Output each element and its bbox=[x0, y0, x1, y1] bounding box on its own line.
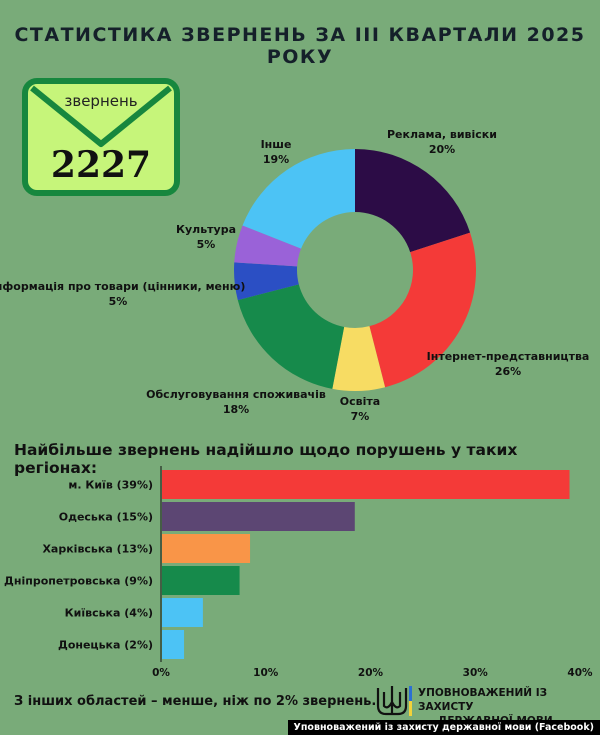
donut-slice bbox=[234, 225, 302, 267]
donut-slice bbox=[242, 149, 355, 249]
envelope-label: звернень bbox=[64, 92, 138, 110]
slice-label: Інформація про товари (цінники, меню) bbox=[0, 280, 245, 293]
bar-category-label: Дніпропетровська (9%) bbox=[4, 575, 153, 588]
org-name-line1: УПОВНОВАЖЕНИЙ ІЗ ЗАХИСТУ bbox=[418, 687, 548, 713]
bar-category-label: Одеська (15%) bbox=[59, 511, 153, 524]
trident-icon bbox=[376, 686, 412, 716]
slice-value-label: 26% bbox=[495, 365, 521, 378]
x-tick-label: 0% bbox=[152, 667, 170, 679]
footnote: З інших областей – менше, ніж по 2% звер… bbox=[14, 694, 377, 709]
bar bbox=[162, 630, 185, 659]
slice-value-label: 5% bbox=[109, 295, 128, 308]
bar-category-label: Харківська (13%) bbox=[42, 543, 153, 556]
donut-slice bbox=[237, 284, 345, 389]
envelope-badge: звернень 2227 bbox=[22, 78, 180, 196]
bar-chart: м. Київ (39%) Одеська (15%) Харківська (13… bbox=[4, 466, 593, 679]
slice-label: Обслуговування споживачів bbox=[146, 388, 326, 401]
bar-category-label: Донецька (2%) bbox=[58, 639, 153, 652]
donut-slice bbox=[332, 326, 386, 391]
bar-chart-title: Найбільше звернень надійшло щодо порушен… bbox=[14, 441, 518, 477]
bar-category-label: Київська (4%) bbox=[65, 607, 153, 620]
bar bbox=[162, 598, 203, 627]
bar bbox=[162, 534, 251, 563]
bar bbox=[162, 566, 240, 595]
slice-value-label: 19% bbox=[263, 153, 289, 166]
slice-label: Реклама, вивіски bbox=[387, 128, 497, 141]
donut-chart: Реклама, вивіски 20% Інтернет-представницт… bbox=[0, 128, 590, 423]
slice-label: Інтернет-представництва bbox=[427, 350, 590, 363]
bar bbox=[162, 502, 355, 531]
donut-slice bbox=[234, 262, 299, 301]
donut-slice bbox=[369, 232, 476, 388]
slice-label: Інше bbox=[261, 138, 292, 151]
x-tick-label: 20% bbox=[358, 667, 384, 679]
source-credit: Уповноважений із захисту державної мови … bbox=[287, 720, 600, 735]
x-tick-label: 30% bbox=[463, 667, 489, 679]
bar-category-label: м. Київ (39%) bbox=[68, 479, 153, 492]
bar bbox=[162, 470, 570, 499]
page-title: СТАТИСТИКА ЗВЕРНЕНЬ ЗА ІІІ КВАРТАЛИ 2025… bbox=[14, 24, 586, 68]
donut-slice bbox=[355, 149, 471, 253]
envelope-icon bbox=[22, 78, 180, 196]
slice-value-label: 18% bbox=[223, 403, 249, 416]
slice-value-label: 5% bbox=[197, 238, 216, 251]
slice-value-label: 20% bbox=[429, 143, 455, 156]
slice-label: Освіта bbox=[340, 395, 380, 408]
x-tick-label: 40% bbox=[567, 667, 593, 679]
slice-value-label: 7% bbox=[351, 410, 370, 423]
slice-label: Культура bbox=[176, 223, 236, 236]
x-tick-label: 10% bbox=[253, 667, 279, 679]
envelope-count: 2227 bbox=[50, 144, 152, 186]
